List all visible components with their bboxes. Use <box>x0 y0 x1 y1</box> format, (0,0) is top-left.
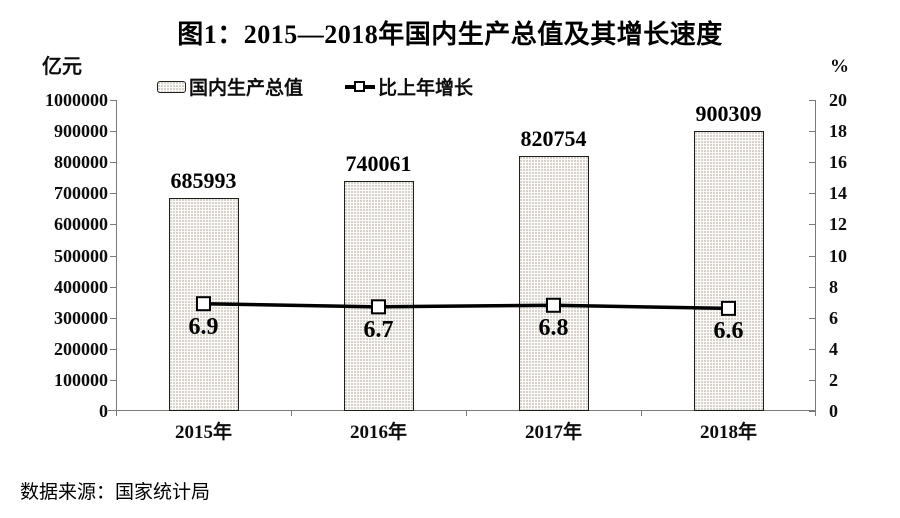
left-axis-tick-label: 0 <box>99 401 108 421</box>
right-axis-tick <box>809 410 815 412</box>
left-axis-tick-label: 400000 <box>54 277 108 297</box>
left-axis-line <box>116 100 117 411</box>
x-axis-label: 2017年 <box>524 422 582 443</box>
left-axis-tick-label: 300000 <box>54 308 108 328</box>
left-axis-unit: 亿元 <box>42 56 82 78</box>
right-axis-tick-label: 12 <box>829 214 847 234</box>
left-axis-tick <box>110 379 116 381</box>
right-axis-tick <box>809 317 815 319</box>
x-axis-tick <box>641 411 642 416</box>
right-axis-line <box>815 100 816 411</box>
bar-value-label: 900309 <box>695 101 762 126</box>
left-axis-tick-label: 1000000 <box>45 90 108 110</box>
legend: 国内生产总值 比上年增长 <box>157 73 473 100</box>
legend-item-gdp: 国内生产总值 <box>157 73 303 100</box>
right-axis-tick-label: 4 <box>829 339 838 359</box>
right-axis-tick <box>809 192 815 194</box>
left-axis-tick-label: 900000 <box>54 121 108 141</box>
right-axis-unit: % <box>830 56 849 77</box>
growth-line <box>203 301 729 311</box>
bar-value-label: 685993 <box>170 167 237 193</box>
left-axis-tick-label: 100000 <box>54 370 108 390</box>
right-axis-tick-label: 20 <box>829 90 847 110</box>
left-axis-tick <box>110 317 116 319</box>
right-axis-tick-label: 8 <box>829 277 838 297</box>
right-axis-tick <box>809 379 815 381</box>
growth-value-label: 6.6 <box>713 318 744 345</box>
left-axis-tick <box>110 348 116 350</box>
bar-2015年 <box>168 197 239 411</box>
x-axis-label: 2018年 <box>699 422 757 443</box>
data-source-note: 数据来源：国家统计局 <box>20 482 211 503</box>
right-axis-tick-label: 0 <box>829 401 838 421</box>
right-axis-tick <box>809 223 815 225</box>
x-axis-tick <box>815 411 816 416</box>
x-axis-label: 2016年 <box>349 422 407 443</box>
right-axis-tick-label: 16 <box>829 152 847 172</box>
right-axis-tick-label: 14 <box>829 183 847 203</box>
x-axis-label: 2015年 <box>174 422 232 443</box>
x-axis-tick <box>466 411 467 416</box>
left-axis-tick-label: 700000 <box>54 183 108 203</box>
right-axis-tick-label: 2 <box>829 370 838 390</box>
left-axis-tick <box>110 223 116 225</box>
plot-area: 1000000 20 900000 18 800000 16 700000 14 600000 1… <box>45 90 847 443</box>
right-axis-tick <box>809 348 815 350</box>
left-axis-tick <box>110 410 116 411</box>
left-axis-tick-label: 800000 <box>54 152 108 172</box>
chart-title: 图1：2015—2018年国内生产总值及其增长速度 <box>177 20 723 49</box>
bar-swatch-icon <box>157 80 186 93</box>
right-axis-tick-label: 18 <box>829 121 847 141</box>
bar-2016年 <box>343 180 414 411</box>
bar-2017年 <box>518 155 589 411</box>
growth-value-label: 6.7 <box>363 316 394 343</box>
x-axis-tick <box>116 411 117 416</box>
right-axis-tick-label: 6 <box>829 308 838 328</box>
left-axis-tick-label: 200000 <box>54 339 108 359</box>
left-axis-tick <box>110 130 116 132</box>
left-axis-tick-label: 600000 <box>54 214 108 234</box>
x-axis-tick <box>291 411 292 416</box>
right-axis-tick <box>809 286 815 288</box>
right-axis-tick <box>809 99 815 101</box>
bar-value-label: 820754 <box>520 125 587 151</box>
left-axis-tick-label: 500000 <box>54 246 108 266</box>
legend-item-growth: 比上年增长 <box>345 73 473 100</box>
x-axis-line <box>108 410 816 411</box>
right-axis-tick-label: 10 <box>829 246 847 266</box>
left-axis-tick <box>110 192 116 194</box>
left-axis-tick <box>110 286 116 288</box>
left-axis-tick <box>110 99 116 101</box>
right-axis-tick <box>809 161 815 163</box>
left-axis-tick <box>110 161 116 163</box>
line-marker-swatch-icon <box>345 80 376 93</box>
growth-value-label: 6.9 <box>188 313 219 340</box>
legend-growth-label: 比上年增长 <box>378 78 474 99</box>
legend-gdp-label: 国内生产总值 <box>189 78 304 99</box>
growth-value-label: 6.8 <box>538 315 569 342</box>
left-axis-tick <box>110 255 116 257</box>
right-axis-tick <box>809 130 815 132</box>
bar-value-label: 740061 <box>345 150 412 176</box>
bar-2018年 <box>693 131 764 411</box>
right-axis-tick <box>809 255 815 257</box>
